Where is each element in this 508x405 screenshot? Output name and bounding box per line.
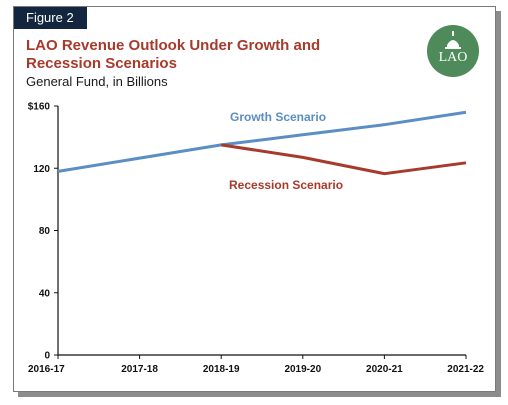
y-tick-label: 0 bbox=[44, 351, 50, 362]
capitol-dome-icon bbox=[445, 31, 461, 49]
chart-subtitle: General Fund, in Billions bbox=[26, 74, 168, 89]
x-tick-label: 2016-17 bbox=[28, 364, 65, 375]
chart-axes bbox=[54, 105, 467, 359]
x-tick-label: 2019-20 bbox=[284, 364, 321, 375]
y-tick-label: $160 bbox=[28, 102, 51, 113]
x-tick-label: 2021-22 bbox=[447, 364, 484, 375]
x-tick-label: 2020-21 bbox=[366, 364, 403, 375]
series-lines bbox=[57, 110, 467, 176]
chart-title: LAO Revenue Outlook Under Growth and Rec… bbox=[26, 37, 321, 72]
figure-label: Figure 2 bbox=[14, 7, 87, 29]
x-tick-label: 2017-18 bbox=[121, 364, 158, 375]
logo-text: LAO bbox=[438, 50, 468, 65]
growth-scenario-label: Growth Scenario bbox=[230, 110, 326, 124]
y-tick-label: 40 bbox=[39, 288, 51, 299]
recession-scenario-label: Recession Scenario bbox=[229, 178, 343, 192]
y-tick-label: 120 bbox=[33, 164, 50, 175]
tick-labels: 0 40 80 120 $160 2016-17 2017-18 2018-19 2019-20… bbox=[28, 102, 485, 376]
figure-frame: Figure 2 LAO Revenue Outlook Under Growt… bbox=[13, 6, 496, 392]
recession-scenario-line bbox=[220, 143, 467, 176]
lao-logo: LAO bbox=[427, 25, 479, 77]
series-labels: Growth Scenario Recession Scenario bbox=[229, 110, 343, 192]
growth-scenario-line bbox=[57, 110, 467, 173]
y-tick-label: 80 bbox=[39, 226, 51, 237]
x-tick-label: 2018-19 bbox=[203, 364, 240, 375]
